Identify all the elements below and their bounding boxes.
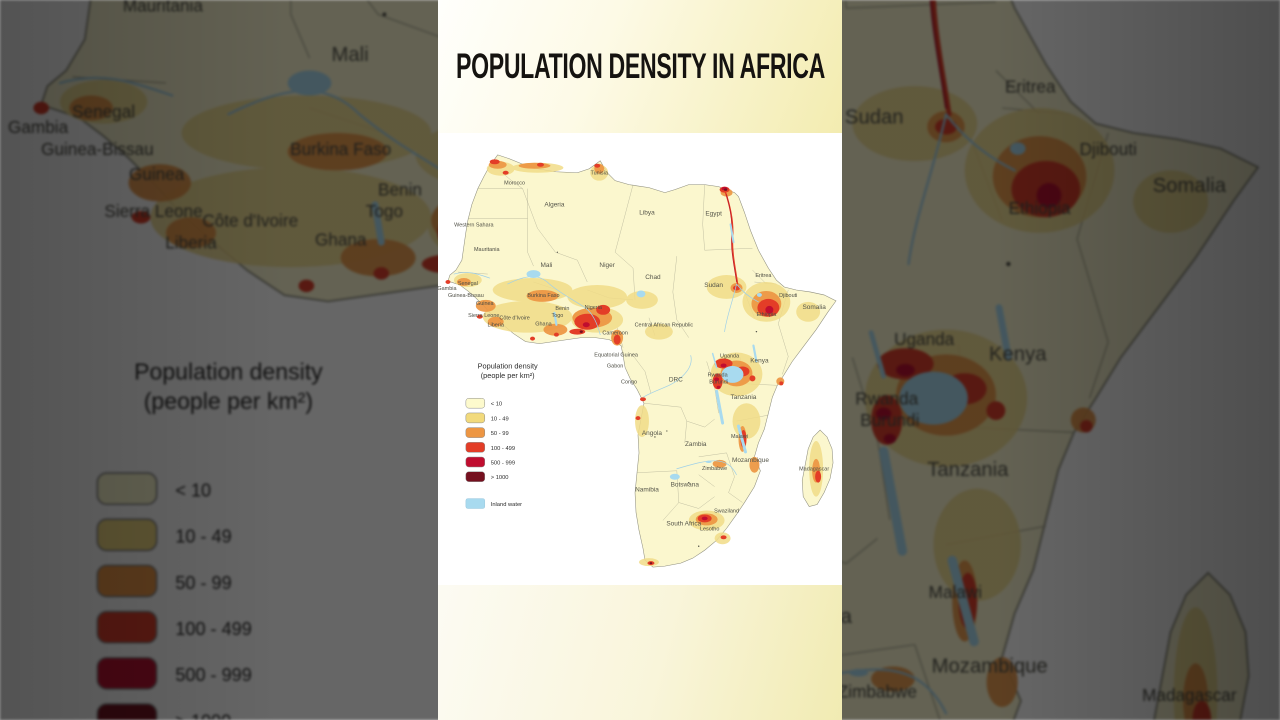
center-video-column: POPULATION DENSITY IN AFRICA	[435, 0, 842, 720]
video-title: POPULATION DENSITY IN AFRICA	[455, 46, 825, 86]
map-panel	[435, 133, 842, 585]
bottom-band	[438, 585, 842, 720]
africa-map	[435, 153, 838, 569]
title-band: POPULATION DENSITY IN AFRICA	[438, 0, 842, 133]
